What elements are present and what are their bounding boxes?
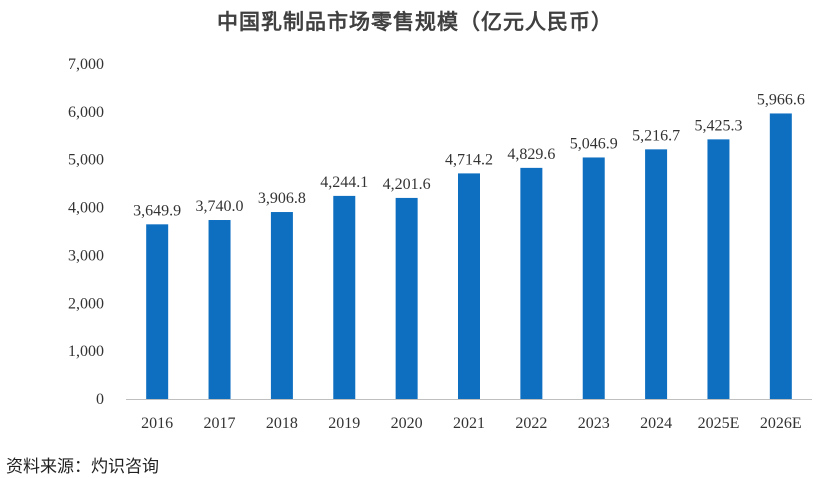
x-tick-label: 2020: [391, 415, 423, 432]
y-tick-label: 7,000: [68, 56, 104, 73]
bar: [769, 113, 792, 400]
bar-value-label: 4,201.6: [383, 176, 431, 193]
bar-value-label: 3,740.0: [196, 198, 244, 215]
bar: [208, 220, 231, 399]
x-tick-label: 2019: [328, 415, 360, 432]
x-tick-label: 2021: [453, 415, 485, 432]
bar-value-label: 5,216.7: [632, 127, 680, 144]
y-tick-label: 0: [96, 391, 104, 408]
bar-value-label: 4,244.1: [320, 174, 368, 191]
bar-value-label: 5,966.6: [757, 91, 805, 108]
bar: [395, 197, 418, 399]
x-tick-label: 2024: [640, 415, 672, 432]
bar: [645, 149, 668, 399]
chart-title: 中国乳制品市场零售规模（亿元人民币）: [217, 10, 613, 34]
bar-value-label: 4,714.2: [445, 151, 493, 168]
bar-value-label: 5,046.9: [570, 135, 618, 152]
bar-value-label: 5,425.3: [694, 117, 742, 134]
y-tick-label: 6,000: [68, 104, 104, 121]
source-note: 资料来源：灼识咨询: [6, 457, 159, 477]
bar-value-label: 4,829.6: [507, 146, 555, 163]
y-tick-label: 1,000: [68, 343, 104, 360]
x-tick-label: 2016: [141, 415, 173, 432]
x-tick-label: 2026E: [760, 415, 802, 432]
bar-value-label: 3,649.9: [133, 202, 181, 219]
bar: [458, 173, 480, 399]
x-tick-label: 2023: [578, 415, 610, 432]
y-tick-label: 3,000: [68, 247, 104, 264]
x-tick-label: 2017: [204, 415, 236, 432]
y-tick-label: 2,000: [68, 295, 104, 312]
x-tick-label: 2018: [266, 415, 298, 432]
bar: [582, 157, 605, 399]
bar: [146, 224, 169, 399]
bar: [707, 139, 730, 399]
bar: [520, 167, 543, 399]
y-tick-label: 4,000: [68, 200, 104, 217]
bar: [270, 212, 293, 399]
bar: [333, 195, 356, 399]
bar-value-label: 3,906.8: [258, 190, 306, 207]
y-tick-label: 5,000: [68, 152, 104, 169]
x-tick-label: 2025E: [698, 415, 740, 432]
x-tick-label: 2022: [515, 415, 547, 432]
